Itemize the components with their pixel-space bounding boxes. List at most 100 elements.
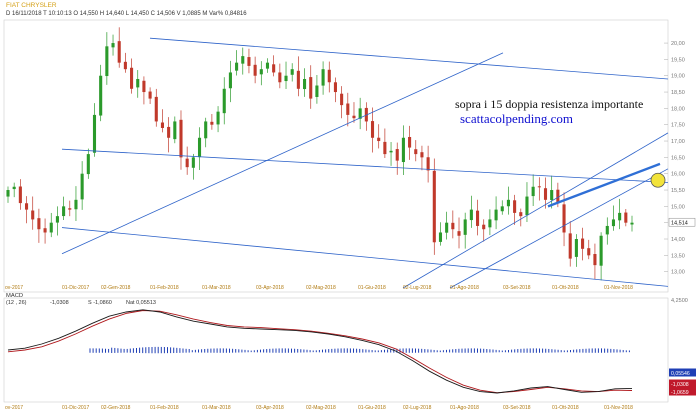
- candle-body: [259, 69, 263, 75]
- candle-body: [519, 212, 523, 217]
- candle-body: [550, 190, 554, 200]
- macd-histogram: [89, 346, 630, 354]
- candle-body: [531, 186, 535, 197]
- quote-field: L 14,450: [124, 11, 149, 17]
- trend-line: [61, 148, 669, 183]
- candle-body: [210, 121, 214, 125]
- y-tick-label: 16,50: [671, 155, 685, 161]
- macd-readout: Nat 0,05513: [126, 300, 156, 306]
- x-tick-label: 03-Apr-2018: [256, 405, 284, 411]
- candle-body: [185, 158, 189, 168]
- quote-field: C 14,506: [149, 11, 176, 17]
- quote-field: V 1,0885 M: [175, 11, 207, 17]
- x-tick-label: 03-Set-2018: [503, 285, 531, 291]
- macd-panel-frame: [3, 297, 669, 403]
- symbol-title: FIAT CHRYSLER: [6, 2, 57, 9]
- macd-header: MACD(12 , 26) -1,0308 S -1,0860 Nat 0,05513…: [6, 293, 688, 306]
- macd-y-tick: 4,2500: [671, 298, 688, 304]
- x-tick-label: ov-2017: [5, 405, 23, 411]
- x-tick-label: 03-Set-2018: [503, 405, 531, 411]
- candle-body: [389, 150, 393, 153]
- price-axis: 20,00 19,50 19,00 18,50 18,00 17,50 17,00 16,50…: [664, 41, 696, 276]
- candle-body: [506, 199, 510, 207]
- y-tick-label: 17,00: [671, 139, 685, 145]
- candle-body: [191, 157, 195, 168]
- x-tick-label: 01-Dic-2017: [62, 285, 89, 291]
- candle-body: [284, 75, 288, 82]
- signal-line: [7, 310, 633, 394]
- candle-body: [556, 189, 560, 204]
- candle-body: [290, 69, 294, 75]
- candle-body: [395, 149, 399, 161]
- projection-line: [547, 162, 661, 208]
- y-tick-label: 15,00: [671, 204, 685, 210]
- x-tick-label: 02-Mag-2018: [306, 405, 336, 411]
- macd-title: MACD: [6, 293, 23, 299]
- candle-body: [611, 219, 616, 227]
- x-tick-label: 01-Nov-2018: [604, 405, 633, 411]
- candle-body: [160, 122, 164, 128]
- candle-body: [408, 136, 412, 148]
- candle-body: [6, 190, 10, 197]
- trend-line: [402, 132, 669, 289]
- macd-tag-box: [669, 379, 696, 388]
- macd-readout: -1,0308: [50, 300, 69, 306]
- candle-body: [340, 93, 344, 106]
- candle-body: [222, 88, 226, 114]
- x-axis-price: ov-2017 01-Dic-2017 02-Gen-2018 01-Feb-2018…: [5, 285, 633, 291]
- x-tick-label: 02-Gen-2018: [101, 285, 131, 291]
- trend-line: [149, 37, 669, 80]
- macd-line: [7, 309, 633, 394]
- x-tick-label: 02-Gen-2018: [101, 405, 131, 411]
- y-tick-label: 18,00: [671, 106, 685, 112]
- x-tick-label: 01-Dic-2017: [62, 405, 89, 411]
- price-panel-frame: [3, 19, 669, 293]
- candle-body: [599, 235, 603, 266]
- candle-body: [148, 91, 152, 99]
- candle-body: [167, 126, 171, 138]
- x-tick-label: 01-Nov-2018: [604, 285, 633, 291]
- candle-body: [377, 137, 381, 142]
- y-tick-label: 19,00: [671, 74, 685, 80]
- candle-body: [438, 232, 443, 242]
- candle-body: [587, 248, 591, 256]
- candle-body: [383, 141, 387, 155]
- x-tick-label: ov-2017: [5, 285, 23, 291]
- breakout-marker: [650, 172, 666, 188]
- candle-body: [457, 231, 461, 236]
- candle-body: [451, 222, 455, 230]
- x-tick-label: 02-Mag-2018: [306, 285, 336, 291]
- candle-body: [327, 69, 331, 83]
- y-tick-label: 19,50: [671, 57, 685, 63]
- x-tick-label: 01-Mar-2018: [202, 285, 231, 291]
- candle-body: [562, 204, 566, 233]
- x-tick-label: 01-Mar-2018: [202, 405, 231, 411]
- macd-tag-box: [669, 368, 696, 377]
- candle-body: [593, 254, 597, 266]
- candle-body: [235, 62, 239, 71]
- y-tick-label: 16,00: [671, 172, 685, 178]
- candle-body: [197, 137, 202, 158]
- candle-body: [173, 121, 177, 140]
- annotation-text: sopra i 15 doppia resistenza importante: [455, 97, 643, 111]
- candle-body: [117, 41, 121, 63]
- candle-body: [99, 75, 103, 116]
- candle-body: [426, 157, 430, 171]
- panel-frames: [3, 19, 669, 403]
- trend-lines: [61, 37, 669, 289]
- candle-body: [500, 206, 504, 212]
- candle-body: [179, 119, 183, 158]
- y-tick-label: 17,50: [671, 123, 685, 129]
- candle-body: [241, 56, 245, 64]
- candle-body: [74, 199, 78, 210]
- macd-tag-box: [669, 387, 696, 396]
- trend-line: [449, 168, 669, 289]
- quote-field: H 14,640: [98, 11, 125, 17]
- last-price-box: [668, 217, 696, 227]
- x-tick-label: 01-Giu-2018: [358, 405, 386, 411]
- candle-body: [624, 212, 628, 223]
- x-tick-label: 03-Apr-2018: [256, 285, 284, 291]
- candle-body: [228, 72, 232, 89]
- candle-body: [31, 210, 35, 220]
